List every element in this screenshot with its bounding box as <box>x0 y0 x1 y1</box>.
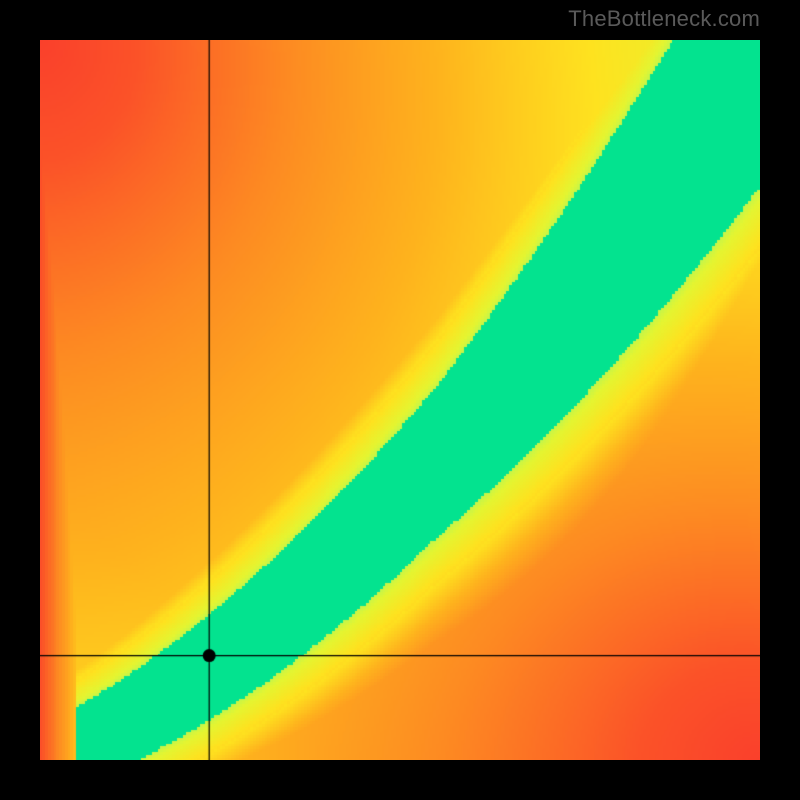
watermark-text: TheBottleneck.com <box>568 6 760 32</box>
plot-area <box>40 40 760 760</box>
heatmap-canvas <box>40 40 760 760</box>
chart-frame: TheBottleneck.com <box>0 0 800 800</box>
